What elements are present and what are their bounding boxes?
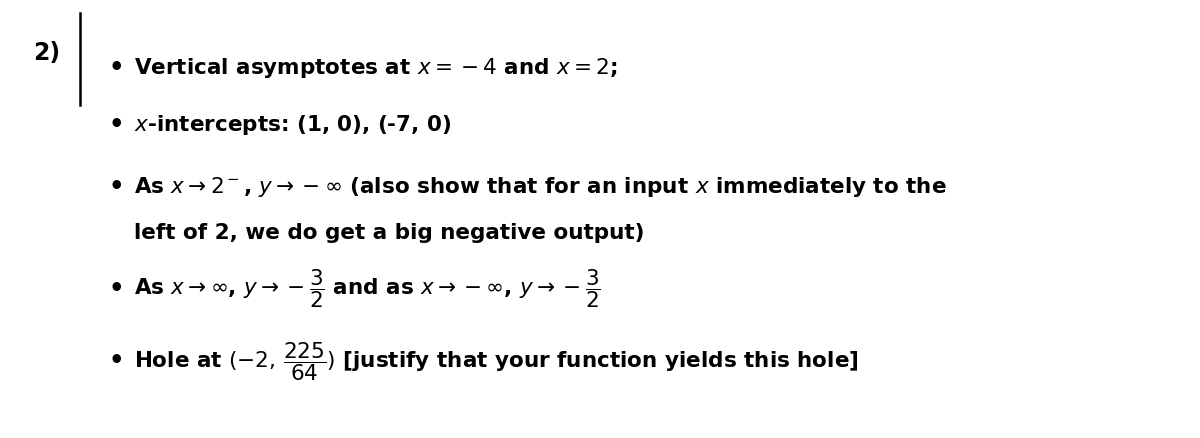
Text: •: • — [108, 113, 124, 137]
Text: As $x \to 2^-$, $y \to -\infty$ (also show that for an input $x$ immediately to : As $x \to 2^-$, $y \to -\infty$ (also sh… — [134, 176, 947, 199]
Text: •: • — [108, 350, 124, 373]
Text: $x$-intercepts: (1, 0), (-7, 0): $x$-intercepts: (1, 0), (-7, 0) — [134, 113, 452, 137]
Text: left of 2, we do get a big negative output): left of 2, we do get a big negative outp… — [134, 223, 644, 243]
Text: •: • — [108, 176, 124, 199]
Text: Vertical asymptotes at $x = -4$ and $x = 2$;: Vertical asymptotes at $x = -4$ and $x =… — [134, 56, 618, 80]
Text: 2): 2) — [34, 41, 61, 64]
Text: •: • — [108, 277, 124, 301]
Text: Hole at $(-2,\, \dfrac{225}{64})$ [justify that your function yields this hole]: Hole at $(-2,\, \dfrac{225}{64})$ [justi… — [134, 340, 859, 383]
Text: As $x \to \infty$, $y \to -\dfrac{3}{2}$ and as $x \to -\infty$, $y \to -\dfrac{: As $x \to \infty$, $y \to -\dfrac{3}{2}$… — [134, 268, 601, 311]
Text: •: • — [108, 56, 124, 80]
